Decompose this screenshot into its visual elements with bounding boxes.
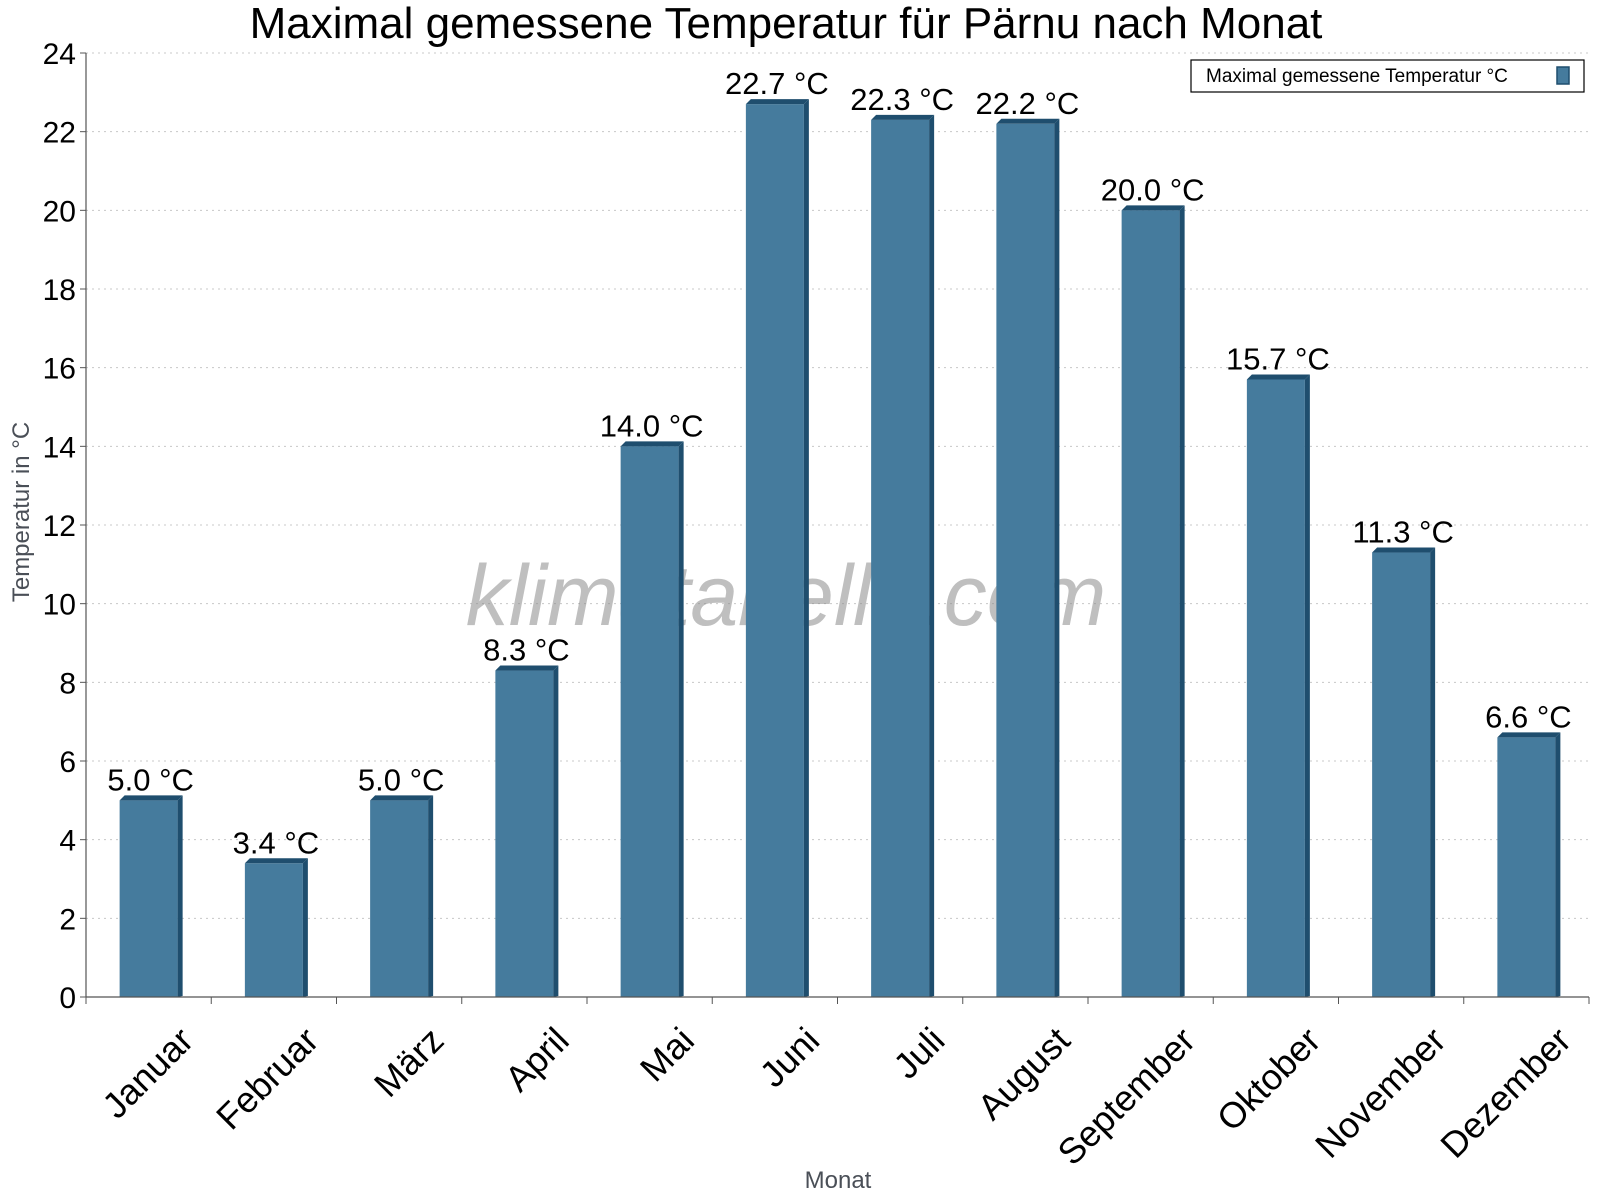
bar-top [244,858,308,864]
x-tick-label: Dezember [1432,1019,1578,1165]
bar-face [370,800,429,997]
bar-dezember [1497,732,1561,997]
data-label: 5.0 °C [358,762,445,797]
bar-märz [370,795,434,997]
bar-face [745,104,804,998]
bar-top [370,795,434,801]
bar-top [1121,205,1185,211]
bar-top [996,118,1060,124]
data-label: 3.4 °C [233,825,320,860]
bar-juli [871,114,935,997]
bar-top [1246,374,1310,380]
data-label: 20.0 °C [1101,172,1205,207]
bar-face [119,800,178,997]
x-tick-label: April [497,1019,577,1099]
bar-top [119,795,183,801]
x-tick-label: Januar [94,1019,201,1126]
bar-side [1304,374,1310,997]
bar-side [1555,732,1561,997]
gridlines [86,52,1589,919]
bar-face [1497,737,1556,997]
legend: Maximal gemessene Temperatur °C [1190,59,1585,93]
data-label: 14.0 °C [600,408,704,443]
bar-november [1372,547,1436,997]
x-tick-label: März [366,1019,452,1105]
bar-juni [745,99,809,998]
bar-april [495,665,559,997]
bar-top [745,99,809,105]
bar-side [1054,118,1060,998]
y-tick-label: 4 [59,825,76,858]
bar-februar [244,858,308,997]
y-axis-label: Temperatur in °C [8,422,35,602]
bar-side [302,858,308,997]
bar-top [1372,547,1436,553]
bar-face [996,123,1055,998]
bar-face [1121,210,1180,998]
legend-swatch [1556,66,1570,85]
data-label: 15.7 °C [1226,341,1330,376]
data-label: 22.7 °C [725,66,829,101]
bar-top [871,114,935,120]
bars [119,99,1561,998]
legend-label: Maximal gemessene Temperatur °C [1206,66,1508,87]
bar-face [495,670,554,997]
bar-side [803,99,809,998]
legend-box [1190,59,1585,93]
x-tick-label: Oktober [1209,1019,1329,1139]
y-tick-label: 10 [43,589,76,622]
x-tick-label: September [1049,1019,1203,1173]
bar-oktober [1246,374,1310,997]
bar-top [495,665,559,671]
data-labels: 5.0 °C 3.4 °C 5.0 °C 8.3 °C 14.0 °C 22.7 °C 22… [107,66,1571,860]
x-tick-label: Juli [885,1019,952,1086]
bar-side [678,441,684,997]
bar-top [1497,732,1561,738]
bar-face [244,863,303,997]
bar-face [1372,552,1431,997]
bar-face [1246,379,1305,997]
bar-januar [119,795,183,997]
y-tick-label: 16 [43,353,76,386]
data-label: 22.2 °C [976,86,1080,121]
bar-september [1121,205,1185,998]
bar-face [620,446,679,997]
y-tick-label: 18 [43,274,76,307]
bar-side [1179,205,1185,998]
x-tick-label: November [1307,1019,1453,1165]
data-label: 22.3 °C [850,82,954,117]
x-tick-label: Juni [752,1019,828,1095]
data-label: 6.6 °C [1485,699,1572,734]
y-tick-label: 12 [43,510,76,543]
y-tick-label: 0 [59,982,76,1015]
bar-side [553,665,559,997]
x-tick-label: August [969,1019,1077,1127]
y-tick-label: 24 [43,38,76,71]
x-tick-label: Februar [208,1019,326,1137]
bar-side [428,795,434,997]
x-tick-label: Mai [632,1019,702,1089]
x-axis-label: Monat [805,1167,872,1194]
data-label: 8.3 °C [483,633,570,668]
y-tick-label: 22 [43,117,76,150]
y-tick-label: 14 [43,431,76,464]
bar-side [929,114,935,997]
x-axis-ticks: Januar Februar März April Mai Juni Juli AugustS… [85,997,1590,1173]
y-tick-label: 8 [59,667,76,700]
bar-side [177,795,183,997]
bar-august [996,118,1060,998]
bar-face [871,119,930,997]
chart-title: Maximal gemessene Temperatur für Pärnu n… [250,0,1323,48]
data-label: 5.0 °C [107,762,194,797]
bar-top [620,441,684,447]
bar-mai [620,441,684,997]
data-label: 11.3 °C [1352,515,1453,550]
y-tick-label: 20 [43,195,76,228]
y-tick-label: 6 [59,746,76,779]
bar-side [1430,547,1436,997]
y-tick-label: 2 [59,903,76,936]
